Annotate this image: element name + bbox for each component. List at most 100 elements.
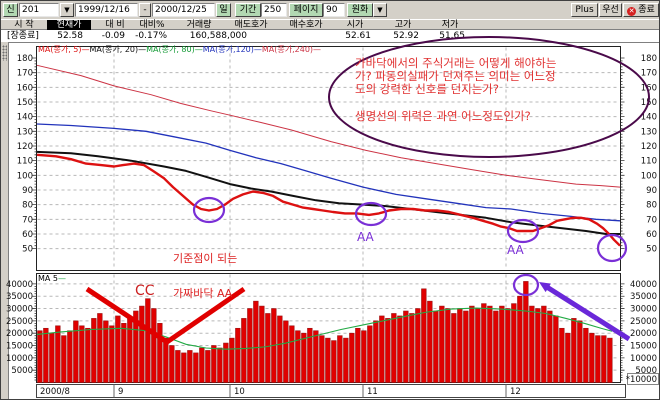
svg-text:9: 9 [118,387,123,397]
purple-arrow-head [539,282,551,293]
high-value: 52.92 [393,31,419,41]
new-button[interactable]: 신 [3,3,18,17]
aa-label-2: AA [507,243,524,257]
date-to-input[interactable]: 2000/12/25 [152,3,215,17]
svg-text:10000: 10000 [6,354,33,364]
col-current-price[interactable]: 현재가 [47,20,91,30]
price-series [36,64,621,247]
volume-legend-label: MA 5 [38,274,59,283]
volume-bars [37,281,613,383]
chevron-down-icon[interactable]: ▼ [60,3,74,17]
legend-item: MA(종가, 5)— [38,45,90,54]
col-ask: 매도호가 [234,20,268,30]
exit-icon: ✕ [627,7,637,16]
page-input[interactable]: 90 [323,3,345,17]
svg-text:40000: 40000 [6,280,33,290]
svg-text:30000: 30000 [6,305,33,315]
bubble-line: 가바닥에서의 주식거래는 어떻게 해야하는 [355,56,557,70]
svg-text:80: 80 [22,201,33,211]
bubble-line: 도의 강력한 신호를 던지는가? [355,82,500,97]
change-value: -0.09 [101,31,125,41]
col-volume: 거래량 [186,20,212,30]
highlight-circle [192,196,226,224]
col-low: 저가 [441,20,459,30]
svg-text:180: 180 [641,54,657,64]
col-open: 시가 [346,20,364,30]
svg-text:70: 70 [646,215,657,225]
drawn-annotations [85,36,650,346]
svg-text:130: 130 [641,127,657,137]
code-input[interactable]: 201 [19,3,59,17]
change-pct-value: -0.17% [135,31,167,41]
low-value: 51.65 [439,31,465,41]
svg-text:30000: 30000 [630,305,657,315]
volume-value: 160,588,000 [189,31,247,41]
svg-text:12: 12 [510,387,521,397]
market-status: [장종료] [7,31,39,41]
svg-text:100: 100 [641,171,657,181]
svg-text:15000: 15000 [6,342,33,352]
svg-text:10000: 10000 [630,354,657,364]
svg-text:35000: 35000 [6,292,33,302]
day-button[interactable]: 일 [216,3,231,17]
svg-text:60: 60 [646,230,657,240]
svg-text:130: 130 [17,127,33,137]
page-label: 페이지 [289,3,323,17]
left-scroll-strip[interactable] [1,42,9,399]
exit-button[interactable]: ✕ 종료 [623,3,659,17]
bubble-ellipse [328,36,650,158]
aa-label-1: AA [357,230,374,244]
svg-text:11: 11 [367,387,378,397]
svg-text:40000: 40000 [630,280,657,290]
current-price-value: 52.58 [57,31,83,41]
legend-item: MA(종가,240)— [261,45,322,54]
toolbar: 신 201 ▼ 1999/12/16 - 2000/12/25 일 기간 250… [1,1,659,19]
svg-text:150: 150 [17,98,33,108]
svg-text:20000: 20000 [630,329,657,339]
svg-text:80: 80 [646,201,657,211]
col-change: 대 비 [105,20,125,30]
svg-text:160: 160 [641,83,657,93]
quote-value-row: [장종료] 52.58 -0.09 -0.17% 160,588,000 52.… [1,30,659,42]
priority-button[interactable]: 우선 [599,3,622,17]
svg-text:5000: 5000 [635,366,657,376]
svg-text:25000: 25000 [6,317,33,327]
svg-text:10: 10 [234,387,245,397]
svg-text:50: 50 [22,245,33,255]
grip-dots [2,45,7,61]
highlight-circle [596,233,628,263]
plus-button[interactable]: Plus [571,3,598,17]
main-ma-legend: MA(종가, 5)—MA(종가, 20)—MA(종가, 80)—MA(종가,12… [38,45,321,54]
red-v-annotation [85,286,246,346]
svg-text:120: 120 [641,142,657,152]
reference-point-label: 기준점이 되는 가짜바닥 AA [173,230,237,322]
ref-label-line2: 가짜바닥 AA [173,286,233,300]
svg-text:160: 160 [17,83,33,93]
annotation-bubble-text: 가바닥에서의 주식거래는 어떻게 해야하는 가? 파동의실패가 던져주는 의미는… [355,56,647,123]
legend-item: MA(종가,120)— [202,45,262,54]
svg-text:2000/8: 2000/8 [40,387,70,397]
series-MA240 [36,64,621,188]
svg-text:20000: 20000 [6,329,33,339]
cc-label: CC [135,283,155,299]
legend-item: MA(종가, 20)— [89,45,147,54]
currency-dropdown-icon[interactable]: ▼ [373,3,387,17]
range-dash-button[interactable]: - [139,3,151,17]
svg-text:90: 90 [646,186,657,196]
svg-text:110: 110 [17,157,33,167]
period-input[interactable]: 250 [261,3,287,17]
date-from-input[interactable]: 1999/12/16 [75,3,138,17]
volume-legend-dash: — [58,274,67,283]
svg-text:25000: 25000 [630,317,657,327]
svg-text:170: 170 [17,69,33,79]
ref-label-line1: 기준점이 되는 [173,252,238,265]
svg-text:50: 50 [646,245,657,255]
open-value: 52.61 [345,31,371,41]
col-change-pct: 대비% [139,20,165,30]
quote-header-row: 시 작 현재가 대 비 대비% 거래량 매도호가 매수호가 시가 고가 저가 [1,19,659,30]
svg-text:170: 170 [641,69,657,79]
svg-text:*10000: *10000 [626,375,657,385]
